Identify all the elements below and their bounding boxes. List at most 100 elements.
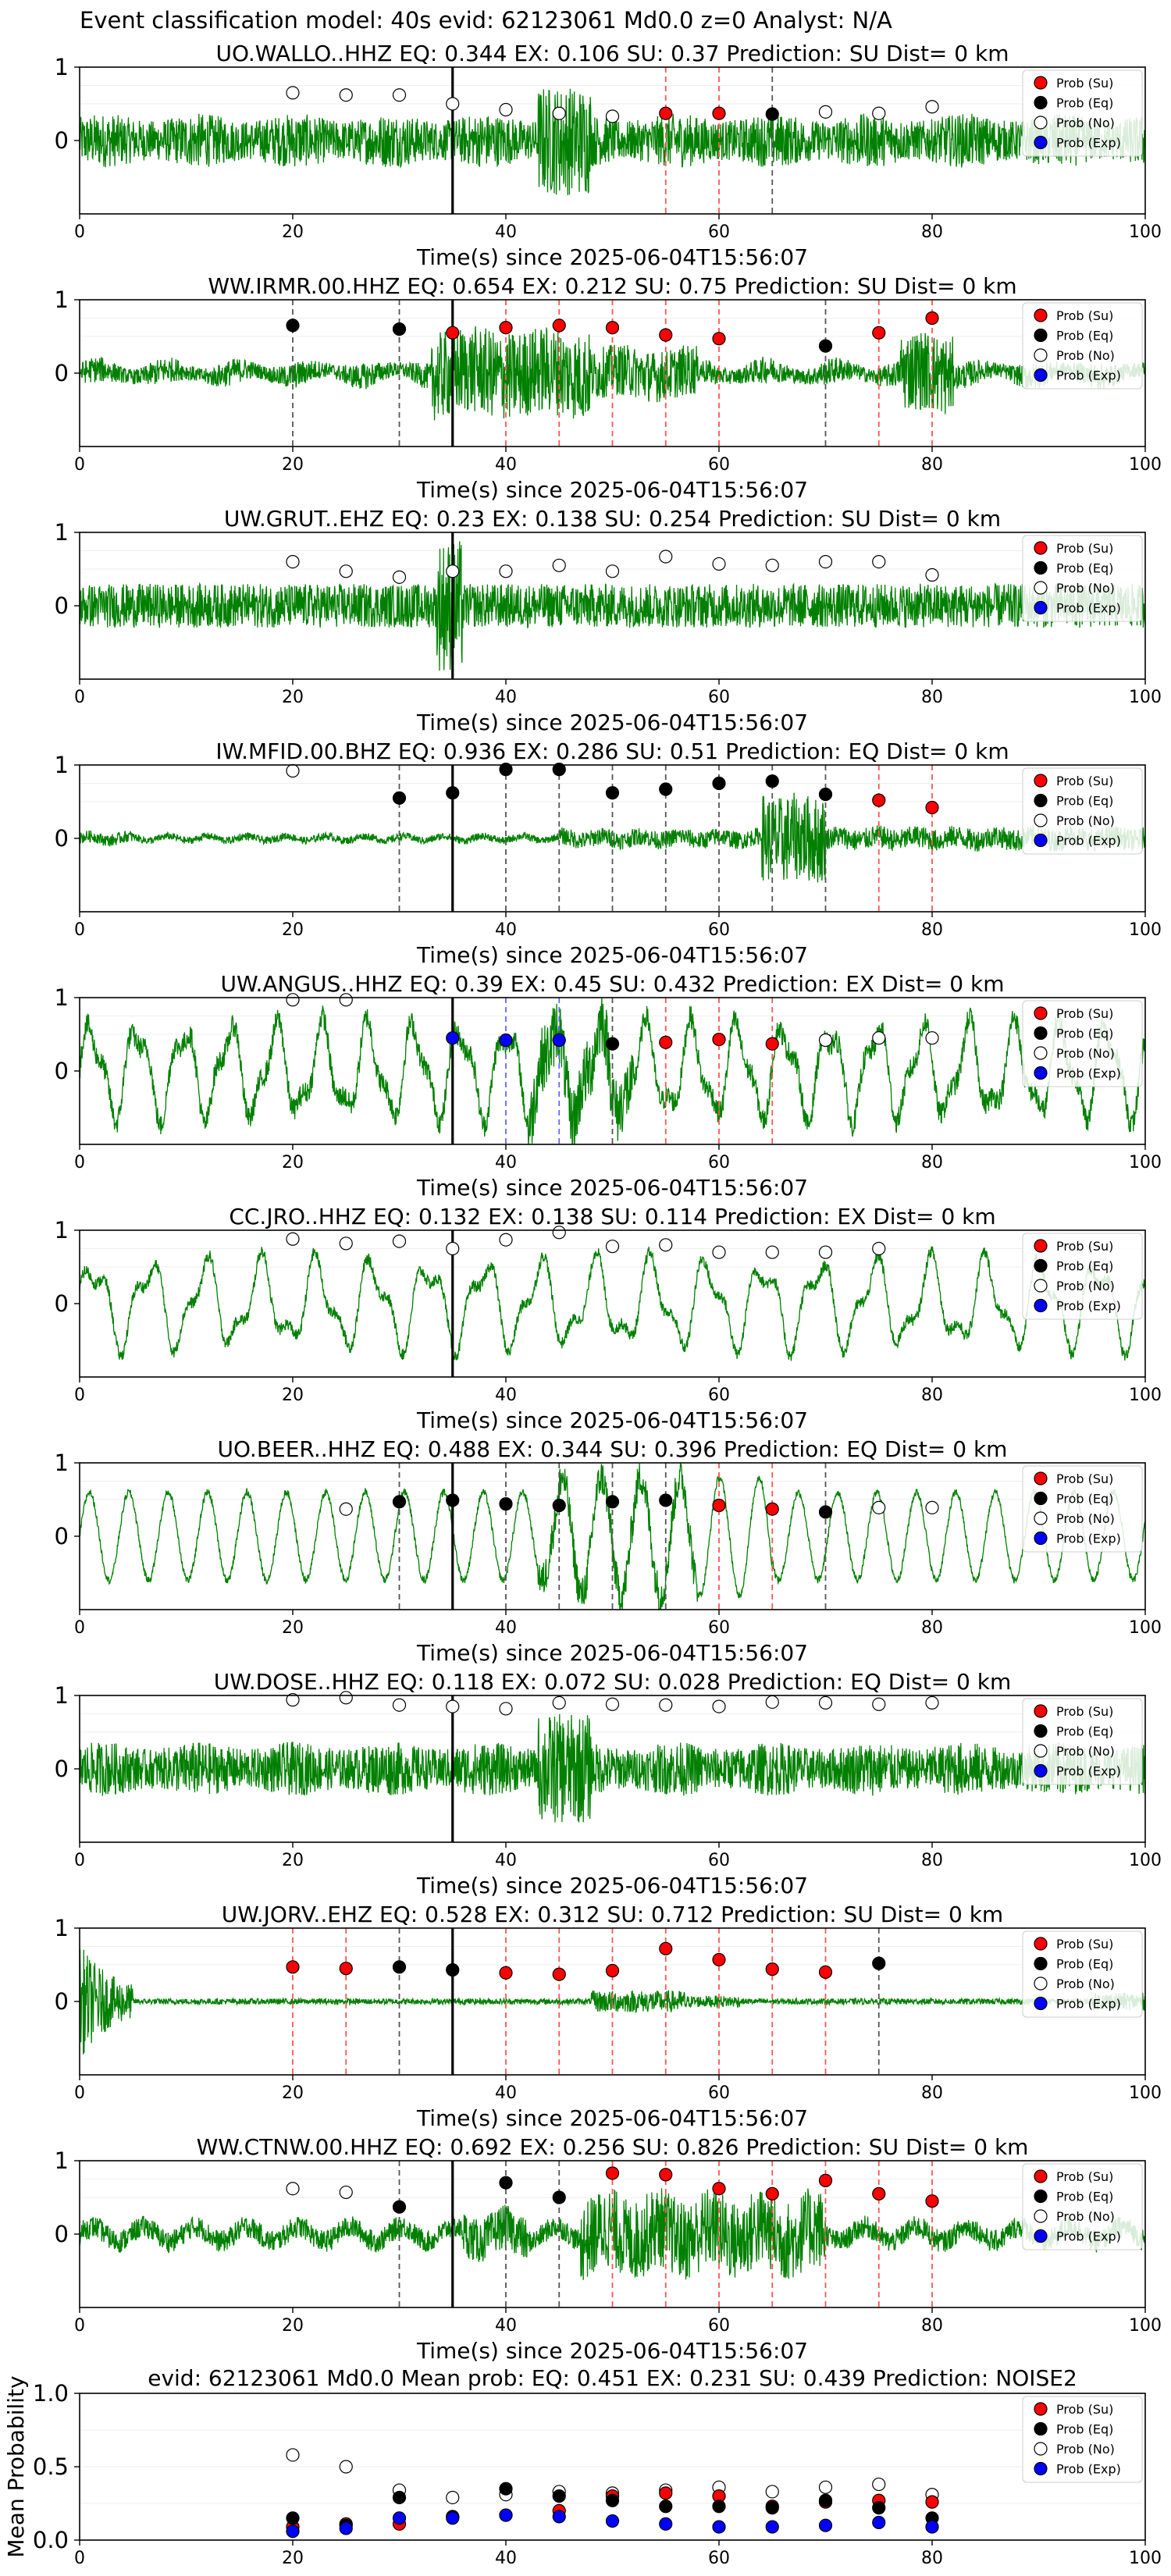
- x-tick-label: 40: [495, 1851, 517, 1870]
- prob-marker-su: [765, 2186, 779, 2201]
- x-tick-label: 80: [921, 2083, 943, 2103]
- legend-box: [1022, 1930, 1143, 2018]
- y-tick-label: 0: [55, 1988, 69, 2015]
- legend-label: Prob (No): [1056, 813, 1115, 828]
- y-tick-label: 1: [55, 984, 69, 1011]
- x-tick-label: 100: [1129, 1851, 1162, 1870]
- legend-box: [1022, 69, 1143, 157]
- x-tick-label: 0: [74, 455, 85, 475]
- prob-marker-eq: [872, 1956, 886, 1970]
- prob-marker-eq: [712, 776, 726, 791]
- panel-title: UO.BEER..HHZ EQ: 0.488 EX: 0.344 SU: 0.3…: [218, 1436, 1008, 1462]
- x-axis-label: Time(s) since 2025-06-04T15:56:07: [416, 710, 808, 735]
- legend-label: Prob (Su): [1056, 1239, 1113, 1254]
- legend-box: [1022, 1000, 1143, 1087]
- x-tick-label: 100: [1129, 1153, 1162, 1172]
- legend-marker-exp: [1034, 1298, 1048, 1313]
- prob-marker-eq: [818, 1505, 833, 1519]
- prob-marker-no: [925, 568, 939, 582]
- mean-prob-marker-no: [286, 2448, 300, 2462]
- y-tick-label: 0: [55, 360, 69, 386]
- prob-marker-no: [499, 1233, 513, 1247]
- x-tick-label: 40: [495, 1386, 517, 1405]
- prob-marker-no: [605, 109, 620, 123]
- x-tick-label: 100: [1129, 2083, 1162, 2103]
- legend-marker-no: [1034, 2209, 1048, 2223]
- y-tick-label: 0: [55, 1523, 69, 1550]
- legend-label: Prob (Exp): [1056, 1997, 1121, 2012]
- legend-marker-eq: [1034, 2189, 1048, 2204]
- prob-marker-su: [765, 1502, 779, 1516]
- prob-marker-su: [659, 1941, 673, 1955]
- prob-marker-su: [925, 2194, 939, 2208]
- prob-marker-eq: [605, 1037, 620, 1051]
- station-panel: WW.IRMR.00.HHZ EQ: 0.654 EX: 0.212 SU: 0…: [55, 273, 1162, 503]
- x-tick-label: 80: [921, 1618, 943, 1638]
- x-tick-label: 0: [74, 688, 85, 707]
- x-axis-label: Time(s) since 2025-06-04T15:56:07: [416, 942, 808, 968]
- prob-marker-no: [339, 1236, 353, 1251]
- prob-marker-no: [286, 2182, 300, 2196]
- prob-marker-no: [552, 106, 566, 120]
- mean-prob-marker-su: [925, 2495, 939, 2509]
- x-tick-label: 20: [282, 1386, 304, 1405]
- prob-marker-no: [659, 1698, 673, 1712]
- prob-marker-no: [339, 1502, 353, 1516]
- axes-frame: [79, 2393, 1146, 2541]
- y-axis-label: Mean Probability: [3, 2375, 29, 2557]
- legend-label: Prob (Su): [1056, 76, 1113, 91]
- mean-prob-marker-eq: [872, 2501, 886, 2515]
- x-tick-label: 100: [1129, 1386, 1162, 1405]
- prob-marker-su: [659, 106, 673, 120]
- x-axis-label: Time(s) since 2025-06-04T15:56:07: [416, 1407, 808, 1433]
- figure-suptitle: Event classification model: 40s evid: 62…: [80, 7, 892, 34]
- prob-marker-su: [499, 321, 513, 335]
- legend-marker-su: [1034, 1239, 1048, 1253]
- prob-marker-no: [925, 1500, 939, 1514]
- legend-label: Prob (Su): [1056, 1704, 1113, 1719]
- x-tick-label: 20: [282, 455, 304, 475]
- x-tick-label: 80: [921, 2316, 943, 2336]
- prob-marker-no: [446, 1241, 460, 1256]
- mean-prob-marker-exp: [818, 2518, 833, 2532]
- waveform-trace: [80, 1949, 1145, 2055]
- prob-marker-su: [605, 1963, 620, 1978]
- panel-title: WW.IRMR.00.HHZ EQ: 0.654 EX: 0.212 SU: 0…: [208, 273, 1016, 299]
- legend-label: Prob (Eq): [1056, 561, 1113, 576]
- legend-label: Prob (Su): [1056, 308, 1113, 323]
- legend-marker-exp: [1034, 2229, 1048, 2243]
- legend-box: [1022, 1233, 1143, 1320]
- legend-label: Prob (Su): [1056, 541, 1113, 556]
- y-tick-label: 1: [55, 519, 69, 546]
- x-axis-label: Time(s) since 2025-06-04T15:56:07: [416, 1175, 808, 1201]
- legend-marker-su: [1034, 774, 1048, 788]
- x-tick-label: 40: [495, 688, 517, 707]
- legend-marker-eq: [1034, 1491, 1048, 1506]
- prob-marker-exp: [446, 1031, 460, 1045]
- x-tick-label: 80: [921, 1153, 943, 1172]
- legend-label: Prob (Eq): [1056, 1957, 1113, 1972]
- prob-marker-no: [818, 105, 833, 119]
- x-tick-label: 60: [708, 688, 730, 707]
- x-axis-label: Time(s) since 2025-06-04T15:56:07: [416, 2338, 808, 2364]
- mean-prob-marker-no: [339, 2460, 353, 2474]
- prob-marker-exp: [552, 1033, 566, 1048]
- prob-marker-eq: [765, 774, 779, 788]
- mean-prob-marker-exp: [925, 2520, 939, 2534]
- y-tick-label: 0: [55, 1290, 69, 1317]
- waveform-trace: [80, 541, 1145, 671]
- prob-marker-no: [925, 1695, 939, 1710]
- station-panel: CC.JRO..HHZ EQ: 0.132 EX: 0.138 SU: 0.11…: [55, 1204, 1162, 1433]
- legend-label: Prob (Exp): [1056, 1299, 1121, 1314]
- x-tick-label: 100: [1129, 688, 1162, 707]
- prob-marker-no: [552, 1226, 566, 1240]
- legend-label: Prob (No): [1056, 1046, 1115, 1061]
- x-tick-label: 20: [282, 222, 304, 242]
- prob-marker-no: [872, 1697, 886, 1711]
- axes-frame: [79, 764, 1146, 913]
- y-tick-label: 1: [55, 1217, 69, 1244]
- x-tick-label: 0: [74, 1618, 85, 1638]
- x-tick-label: 0: [74, 1153, 85, 1172]
- legend-marker-exp: [1034, 833, 1048, 848]
- legend-marker-exp: [1034, 1531, 1048, 1546]
